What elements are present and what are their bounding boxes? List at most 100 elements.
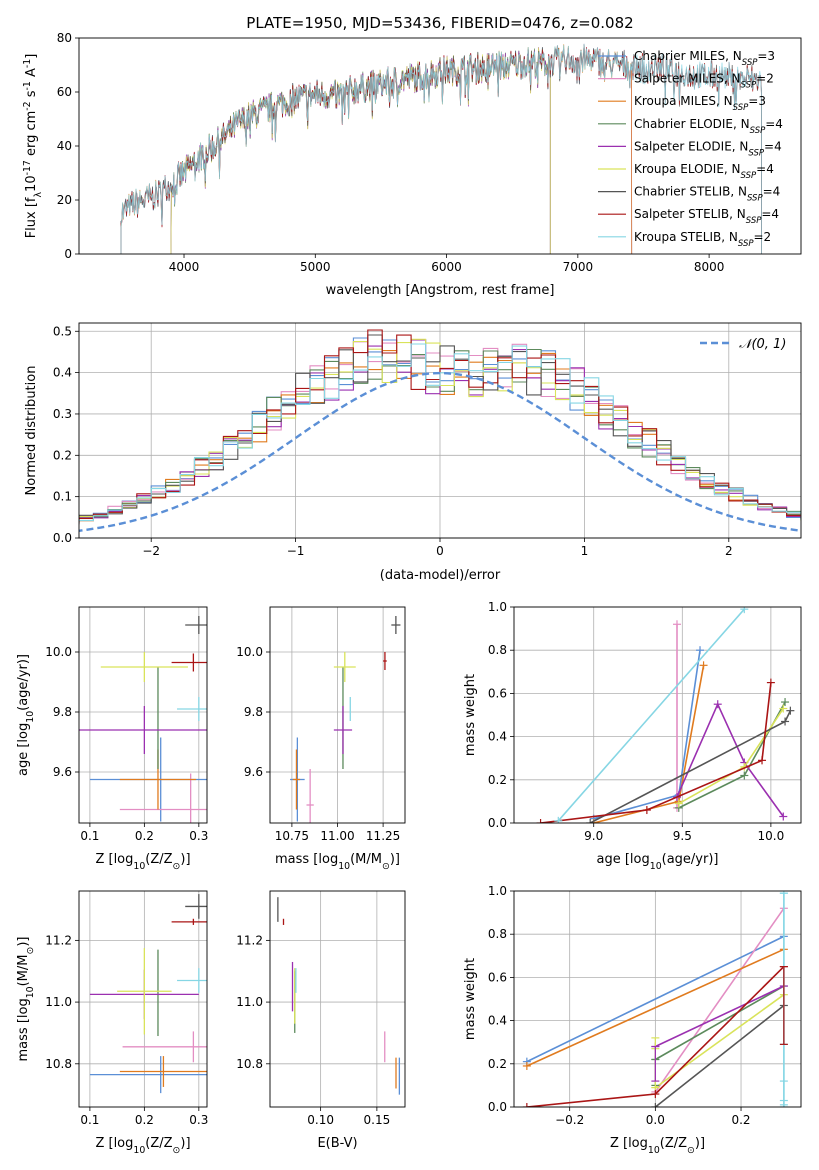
x-axis-label: wavelength [Angstrom, rest frame] [326, 283, 555, 298]
axes-frame [78, 890, 208, 1108]
x-tick-label: −0.2 [555, 1113, 584, 1127]
spectrum-line [120, 43, 633, 254]
y-axis-label: mass weight [463, 674, 478, 756]
x-axis-label: age [log10(age/yr)] [597, 852, 719, 872]
x-tick-label: 0.1 [80, 1113, 99, 1127]
normal-curve [79, 371, 801, 533]
y-axis-label: mass [log10(M/M⊙)] [16, 937, 36, 1062]
x-tick-label: −1 [287, 544, 305, 558]
mass-weight-vs-age-series [536, 607, 795, 823]
x-tick-label: 0.3 [189, 1113, 208, 1127]
axes-frame [78, 606, 208, 824]
y-tick-label: 0.4 [53, 366, 72, 380]
x-tick-label: 11.25 [366, 829, 400, 843]
x-axis-label: Z [log10(Z/Z⊙)] [95, 852, 190, 872]
y-tick-label: 0.3 [53, 407, 72, 421]
y-tick-label: 9.8 [244, 705, 263, 719]
x-tick-label: 0.3 [189, 829, 208, 843]
histogram-step [79, 337, 801, 522]
x-tick-label: 4000 [169, 260, 200, 274]
age-vs-Z-axes: 0.1 0.2 0.3 9.6 9.8 10.0 [45, 607, 208, 843]
histogram-step [79, 341, 801, 525]
legend-entry: 𝒩(0, 1) [739, 337, 786, 352]
x-axis-label: Z [log10(Z/Z⊙)] [95, 1136, 190, 1156]
figure-title: PLATE=1950, MJD=53436, FIBERID=0476, z=0… [246, 14, 633, 32]
x-tick-label: 0.10 [307, 1113, 334, 1127]
x-tick-label: 9.0 [584, 829, 603, 843]
y-tick-label: 0 [64, 247, 72, 261]
y-tick-label: 0.2 [488, 773, 507, 787]
series-line [526, 935, 785, 1063]
series-line [655, 985, 785, 1048]
x-tick-label: 7000 [563, 260, 594, 274]
legend-entry: Salpeter MILES, NSSP=2 [634, 72, 774, 91]
x-tick-label: 0.2 [135, 829, 154, 843]
legend-entry: Chabrier MILES, NSSP=3 [634, 49, 775, 68]
mass-vs-Z-axes: 0.1 0.2 0.3 10.8 11.0 11.2 [45, 891, 208, 1127]
y-tick-label: 11.2 [236, 933, 263, 947]
x-tick-label: 10.75 [275, 829, 309, 843]
legend-entry: Chabrier STELIB, NSSP=4 [634, 185, 780, 204]
spectrum-lines [120, 43, 762, 254]
y-tick-label: 0.5 [53, 324, 72, 338]
spectrum-legend: Chabrier MILES, NSSP=3 Salpeter MILES, NS… [598, 49, 783, 249]
axes-frame [513, 890, 802, 1108]
mass-weight-vs-Z-series [522, 891, 788, 1107]
series-line [654, 994, 785, 1089]
y-tick-label: 9.6 [244, 765, 263, 779]
mass-weight-vs-Z-axes: −0.2 0.0 0.2 0.0 0.2 0.4 0.6 0.8 1.0 [488, 884, 801, 1127]
age-vs-mass-axes: 10.75 11.00 11.25 9.6 9.8 10.0 [236, 607, 405, 843]
x-axis-label: (data-model)/error [380, 568, 501, 583]
x-tick-label: 9.5 [673, 829, 692, 843]
y-tick-label: 10.0 [45, 645, 72, 659]
y-tick-label: 1.0 [488, 884, 507, 898]
x-axis-label: E(B-V) [317, 1136, 357, 1151]
legend-entry: Kroupa MILES, NSSP=3 [634, 94, 766, 113]
y-tick-label: 0.2 [488, 1057, 507, 1071]
y-tick-label: 9.6 [53, 765, 72, 779]
y-tick-label: 10.8 [236, 1057, 263, 1071]
y-tick-label: 0.1 [53, 490, 72, 504]
series-line [654, 907, 785, 1093]
series-line [655, 985, 785, 1061]
y-tick-label: 0.8 [488, 927, 507, 941]
legend-entry: Chabrier ELODIE, NSSP=4 [634, 117, 783, 136]
x-tick-label: 10.0 [758, 829, 785, 843]
x-axis-label: mass [log10(M/M⊙)] [275, 852, 400, 872]
x-tick-label: −2 [142, 544, 160, 558]
mass-vs-EBV-points [277, 897, 401, 1095]
residuals-axes: −2 −1 0 1 2 0.0 0.1 0.2 0.3 0.4 0.5 [53, 323, 801, 558]
spectrum-line [170, 47, 551, 254]
spectrum-line [120, 44, 633, 254]
y-tick-label: 0.2 [53, 448, 72, 462]
histogram-step [79, 343, 801, 523]
mass-vs-EBV-axes: 0.10 0.15 10.8 11.0 11.2 [236, 891, 405, 1127]
axes-frame [513, 606, 802, 824]
y-tick-label: 0.4 [488, 730, 507, 744]
series-line [526, 948, 785, 1067]
y-tick-label: 0.0 [488, 1100, 507, 1114]
y-tick-label: 80 [57, 31, 72, 45]
series-line [540, 682, 772, 823]
histogram-step [79, 329, 801, 523]
x-axis-label: Z [log10(Z/Z⊙)] [610, 1136, 705, 1156]
axes-frame [78, 37, 802, 255]
x-tick-label: 2 [725, 544, 733, 558]
y-tick-label: 40 [57, 139, 72, 153]
x-tick-label: 0.15 [364, 1113, 391, 1127]
x-tick-label: 6000 [431, 260, 462, 274]
series-line [676, 702, 784, 817]
y-tick-label: 20 [57, 193, 72, 207]
x-tick-label: 0.0 [646, 1113, 665, 1127]
legend-entry: Salpeter STELIB, NSSP=4 [634, 207, 779, 226]
y-tick-label: 0.0 [488, 816, 507, 830]
series-line [557, 608, 745, 822]
y-tick-label: 1.0 [488, 600, 507, 614]
y-axis-label: Flux [fλ10-17 erg cm-2 s-1 A-1] [22, 54, 44, 239]
y-tick-label: 0.8 [488, 643, 507, 657]
y-tick-label: 11.2 [45, 933, 72, 947]
spectrum-line [120, 46, 633, 254]
y-tick-label: 11.0 [236, 995, 263, 1009]
y-tick-label: 0.6 [488, 686, 507, 700]
